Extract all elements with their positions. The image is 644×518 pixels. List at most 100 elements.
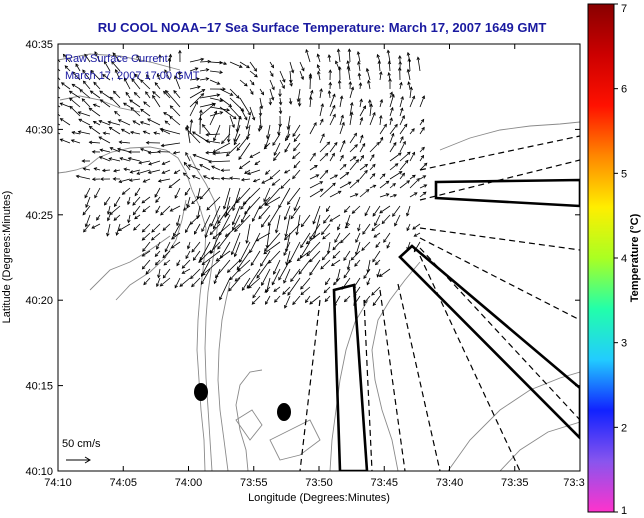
current-vector-head (372, 258, 376, 263)
current-vector (89, 126, 101, 135)
current-vector-head (320, 265, 324, 270)
current-vector-head (93, 81, 97, 86)
map-background (58, 44, 580, 471)
current-vector (399, 136, 404, 144)
current-vector (309, 165, 318, 171)
current-vector (362, 223, 371, 235)
current-vector (246, 268, 261, 289)
current-vector-head (220, 168, 225, 173)
current-vector-head (374, 261, 379, 266)
current-vector-head (226, 152, 230, 157)
current-vector-head (324, 298, 329, 303)
current-vector (229, 106, 242, 120)
current-vector-head (249, 154, 254, 158)
current-vector-head (131, 78, 135, 82)
current-vector-head (385, 193, 390, 197)
current-vector (328, 54, 331, 63)
current-vector-head (364, 212, 368, 217)
current-vector-head (132, 202, 136, 206)
current-vector-head (292, 155, 296, 160)
current-vector-head (251, 301, 256, 305)
current-vector (203, 175, 211, 180)
current-vector (359, 135, 363, 144)
current-vector (209, 70, 223, 73)
current-vector-head (391, 132, 395, 137)
current-vector-head (315, 174, 320, 178)
current-vector-head (313, 121, 317, 126)
current-vector-head (147, 170, 152, 174)
current-vector-head (375, 244, 379, 248)
current-vector-head (196, 85, 201, 89)
current-vector-head (114, 68, 119, 73)
current-vector-head (168, 184, 173, 189)
current-vector (188, 164, 201, 171)
current-vector (372, 295, 381, 306)
current-vector-head (222, 87, 226, 91)
current-vector (69, 106, 81, 117)
current-vector-head (59, 102, 64, 106)
y-tick-label: 40:30 (25, 124, 53, 136)
current-vector-head (393, 194, 398, 198)
current-vector-head (216, 93, 221, 97)
current-vector (229, 268, 241, 280)
current-vector (249, 106, 255, 121)
current-vector-head (406, 180, 411, 184)
current-vector (377, 268, 381, 278)
current-vector (399, 115, 405, 126)
current-vector-head (309, 236, 313, 240)
current-vector-head (54, 80, 57, 83)
current-vector-head (186, 203, 190, 208)
current-vector (156, 277, 161, 287)
x-tick-label: 73:35 (501, 477, 529, 489)
current-vector-head (134, 192, 138, 197)
current-vector (164, 241, 171, 252)
current-vector-head (224, 214, 228, 219)
current-vector-head (91, 177, 96, 181)
current-vector (165, 90, 181, 108)
current-vector-head (134, 215, 138, 220)
current-vector (264, 142, 271, 150)
current-vector-head (257, 128, 262, 133)
current-vector-head (392, 182, 396, 187)
current-vector (189, 86, 201, 90)
current-vector-head (68, 90, 73, 94)
colorbar-tick-label: 3 (621, 338, 627, 350)
current-vector (407, 69, 411, 81)
current-vector (103, 132, 111, 135)
current-vector (256, 259, 271, 279)
current-vector-head (368, 99, 372, 103)
current-vector-head (412, 174, 416, 179)
current-vector (161, 129, 171, 135)
current-vector-head (155, 209, 159, 214)
current-vector (349, 156, 357, 162)
current-vector (163, 91, 171, 99)
current-vector-head (156, 283, 160, 288)
current-vector (199, 78, 209, 81)
current-vector-head (211, 165, 215, 169)
current-vector-head (200, 281, 205, 285)
current-vector (129, 178, 141, 181)
current-vector-head (254, 73, 258, 78)
current-vector-head (423, 162, 428, 167)
current-vector (193, 154, 211, 162)
current-vector (419, 95, 425, 108)
current-vector (229, 88, 240, 99)
current-vector (154, 82, 161, 90)
current-vector (154, 250, 161, 257)
current-vector (171, 232, 181, 240)
x-tick-label: 73:50 (305, 477, 333, 489)
current-vector-head (141, 253, 146, 257)
current-vector (173, 90, 181, 99)
current-vector-head (265, 171, 269, 175)
current-vector (171, 241, 181, 249)
current-vector (162, 268, 171, 279)
current-vector-head (320, 118, 324, 123)
current-vector-head (71, 71, 76, 75)
current-vector (339, 80, 341, 90)
current-vector-head (205, 150, 209, 155)
sector-south (332, 283, 369, 471)
current-vector (118, 119, 131, 126)
current-vector-head (252, 179, 257, 183)
current-vector-head (191, 200, 195, 205)
current-vector (287, 277, 301, 296)
